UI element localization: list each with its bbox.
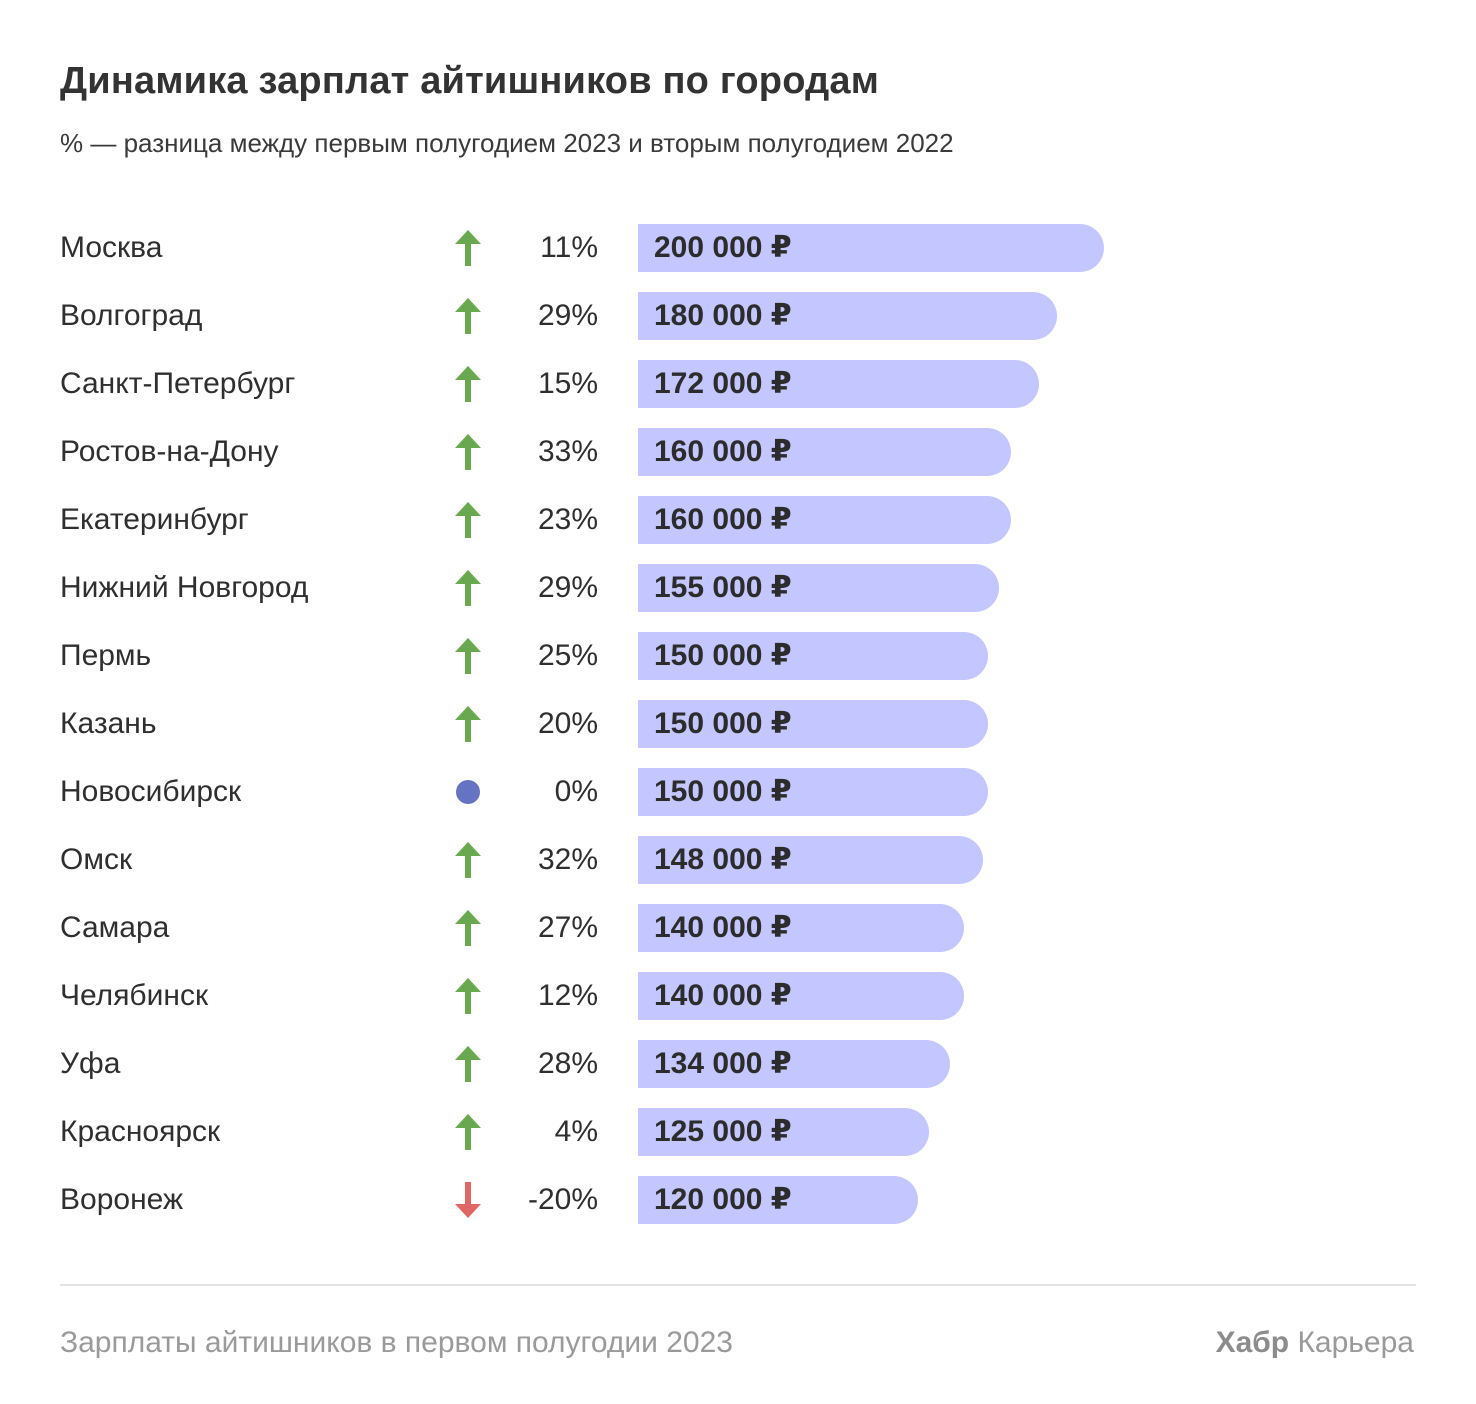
- chart-row: Пермь 25% 150 000 ₽: [0, 632, 1476, 680]
- chart-row: Нижний Новгород 29% 155 000 ₽: [0, 564, 1476, 612]
- change-percent: -20%: [527, 1183, 598, 1216]
- footer-divider: [60, 1284, 1416, 1286]
- chart-title: Динамика зарплат айтишников по городам: [60, 60, 880, 102]
- chart-subtitle: % — разница между первым полугодием 2023…: [60, 128, 954, 158]
- city-label: Волгоград: [60, 299, 203, 332]
- chart-row: Самара 27% 140 000 ₽: [0, 904, 1476, 952]
- chart-row: Ростов-на-Дону 33% 160 000 ₽: [0, 428, 1476, 476]
- salary-bar: [638, 836, 983, 884]
- change-percent: 29%: [537, 299, 598, 332]
- brand-name: Хабр: [1215, 1326, 1290, 1359]
- change-percent: 11%: [540, 231, 598, 264]
- arrow-up-icon: [455, 366, 481, 402]
- salary-value-label: 140 000 ₽: [654, 911, 792, 944]
- salary-bar: [638, 292, 1057, 340]
- chart-row: Уфа 28% 134 000 ₽: [0, 1040, 1476, 1088]
- arrow-up-icon: [455, 434, 481, 470]
- change-percent: 25%: [537, 639, 598, 672]
- salary-bar: [638, 972, 964, 1020]
- footer-caption: Зарплаты айтишников в первом полугодии 2…: [60, 1326, 733, 1359]
- city-label: Нижний Новгород: [60, 571, 309, 604]
- city-label: Пермь: [60, 639, 152, 672]
- arrow-up-icon: [455, 910, 481, 946]
- salary-bar: [638, 632, 988, 680]
- salary-bar: [638, 564, 999, 612]
- arrow-up-icon: [455, 638, 481, 674]
- chart-row: Екатеринбург 23% 160 000 ₽: [0, 496, 1476, 544]
- salary-value-label: 125 000 ₽: [654, 1115, 792, 1148]
- change-percent: 29%: [537, 571, 598, 604]
- arrow-up-icon: [455, 978, 481, 1014]
- change-percent: 12%: [537, 979, 598, 1012]
- salary-bar: [638, 1108, 929, 1156]
- salary-value-label: 140 000 ₽: [654, 979, 792, 1012]
- city-label: Воронеж: [60, 1183, 184, 1216]
- salary-value-label: 172 000 ₽: [654, 367, 792, 400]
- change-percent: 20%: [537, 707, 598, 740]
- salary-bar: [638, 768, 988, 816]
- salary-bar: [638, 360, 1039, 408]
- city-label: Екатеринбург: [60, 503, 249, 536]
- arrow-up-icon: [455, 502, 481, 538]
- salary-value-label: 134 000 ₽: [654, 1047, 792, 1080]
- salary-value-label: 160 000 ₽: [654, 503, 792, 536]
- arrow-up-icon: [455, 570, 481, 606]
- chart-row: Челябинск 12% 140 000 ₽: [0, 972, 1476, 1020]
- change-percent: 0%: [554, 775, 598, 808]
- salary-bar: [638, 428, 1011, 476]
- change-percent: 28%: [537, 1047, 598, 1080]
- chart-row: Санкт-Петербург 15% 172 000 ₽: [0, 360, 1476, 408]
- salary-bar: [638, 904, 964, 952]
- arrow-down-icon: [455, 1182, 481, 1218]
- salary-value-label: 150 000 ₽: [654, 707, 792, 740]
- salary-value-label: 120 000 ₽: [654, 1183, 792, 1216]
- arrow-up-icon: [455, 298, 481, 334]
- arrow-up-icon: [455, 1114, 481, 1150]
- arrow-up-icon: [455, 706, 481, 742]
- city-label: Москва: [60, 231, 163, 264]
- city-label: Челябинск: [60, 979, 209, 1012]
- city-label: Красноярск: [60, 1115, 221, 1148]
- arrow-up-icon: [455, 230, 481, 266]
- change-percent: 15%: [537, 367, 598, 400]
- salary-bar: [638, 700, 988, 748]
- city-label: Санкт-Петербург: [60, 367, 296, 400]
- salary-value-label: 150 000 ₽: [654, 639, 792, 672]
- salary-value-label: 160 000 ₽: [654, 435, 792, 468]
- salary-bar: [638, 496, 1011, 544]
- chart-row: Волгоград 29% 180 000 ₽: [0, 292, 1476, 340]
- arrow-up-icon: [455, 842, 481, 878]
- chart-row: Красноярск 4% 125 000 ₽: [0, 1108, 1476, 1156]
- change-percent: 33%: [537, 435, 598, 468]
- chart-row: Омск 32% 148 000 ₽: [0, 836, 1476, 884]
- salary-value-label: 180 000 ₽: [654, 299, 792, 332]
- change-percent: 32%: [537, 843, 598, 876]
- city-label: Ростов-на-Дону: [60, 435, 279, 468]
- city-label: Новосибирск: [60, 775, 242, 808]
- arrow-up-icon: [455, 1046, 481, 1082]
- brand-logo: Хабр Карьера: [1216, 1326, 1414, 1360]
- chart-row: Москва 11% 200 000 ₽: [0, 224, 1476, 272]
- brand-suffix: Карьера: [1289, 1326, 1414, 1359]
- chart-row: Казань 20% 150 000 ₽: [0, 700, 1476, 748]
- change-percent: 27%: [537, 911, 598, 944]
- chart-row: Воронеж -20% 120 000 ₽: [0, 1176, 1476, 1224]
- chart-row: Новосибирск 0% 150 000 ₽: [0, 768, 1476, 816]
- salary-value-label: 155 000 ₽: [654, 571, 792, 604]
- city-label: Самара: [60, 911, 170, 944]
- salary-value-label: 150 000 ₽: [654, 775, 792, 808]
- salary-bar: [638, 1040, 950, 1088]
- dot-icon: [456, 780, 480, 804]
- city-label: Уфа: [60, 1047, 121, 1080]
- salary-value-label: 148 000 ₽: [654, 843, 792, 876]
- change-percent: 23%: [537, 503, 598, 536]
- city-label: Казань: [60, 707, 157, 740]
- salary-bar: [638, 1176, 918, 1224]
- change-percent: 4%: [554, 1115, 598, 1148]
- salary-value-label: 200 000 ₽: [654, 231, 792, 264]
- city-label: Омск: [60, 843, 133, 876]
- salary-bar: [638, 224, 1104, 272]
